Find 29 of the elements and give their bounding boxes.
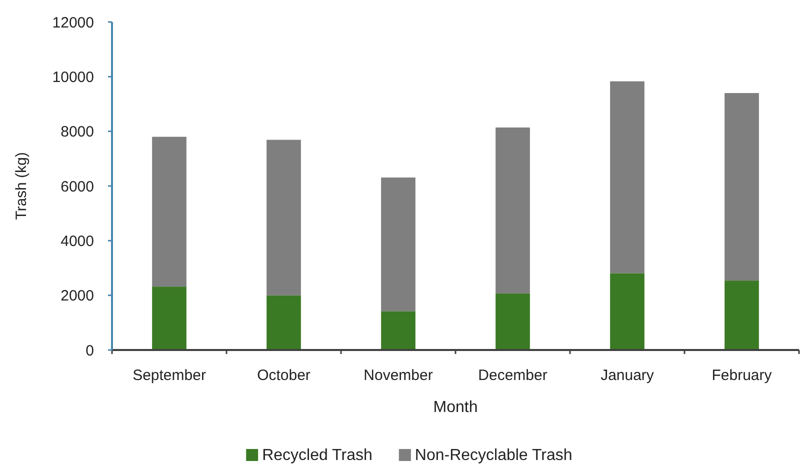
x-tick-label: February	[712, 367, 772, 384]
bar	[266, 140, 301, 296]
x-tick-label: September	[132, 367, 206, 384]
y-tick-label: 2000	[60, 288, 94, 305]
bar	[610, 273, 644, 350]
legend-label: Non-Recyclable Trash	[414, 447, 572, 464]
y-tick-label: 8000	[60, 124, 94, 141]
bar	[496, 293, 530, 350]
y-tick-label: 0	[86, 342, 94, 360]
y-axis-title: Trash (kg)	[13, 152, 30, 220]
bar	[266, 295, 301, 350]
bar	[381, 178, 416, 312]
bar	[724, 93, 759, 281]
y-tick-label: 4000	[60, 232, 94, 250]
bar	[496, 128, 530, 294]
x-axis-title: Month	[433, 399, 478, 416]
legend-label: Recycled Trash	[262, 447, 372, 464]
x-tick-label: January	[600, 367, 654, 384]
x-tick-label: December	[478, 367, 548, 384]
x-tick-label: November	[364, 367, 433, 384]
y-tick-label: 6000	[60, 178, 94, 196]
bar	[724, 280, 759, 350]
y-tick-label: 10000	[52, 68, 94, 86]
bar	[152, 286, 186, 350]
y-tick-label: 12000	[52, 14, 94, 32]
x-tick-label: October	[257, 367, 310, 384]
bar	[381, 311, 416, 350]
bar	[152, 136, 186, 287]
bar	[610, 81, 644, 274]
